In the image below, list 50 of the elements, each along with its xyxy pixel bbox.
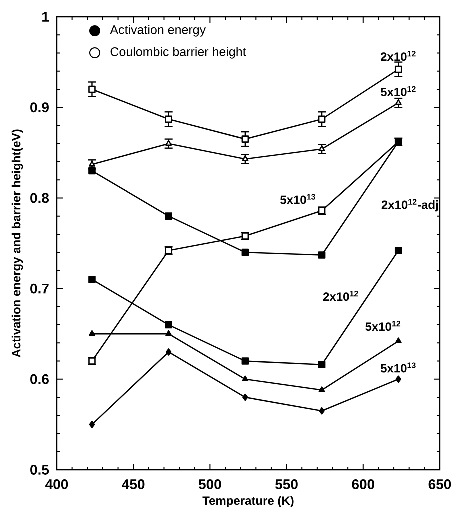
annotation: Activation energy	[110, 25, 206, 37]
y-axis-title: Activation energy and barrier height(eV)	[12, 130, 24, 358]
point	[395, 338, 402, 344]
point	[242, 376, 249, 382]
point	[318, 252, 326, 259]
point	[88, 330, 96, 336]
point	[318, 116, 326, 124]
x-tick-label: 500	[198, 480, 222, 490]
point	[394, 247, 402, 254]
point	[165, 116, 172, 124]
point	[319, 407, 325, 415]
point	[88, 86, 96, 94]
point	[242, 248, 250, 256]
x-axis-title: Temperature (K)	[202, 496, 294, 508]
series-label: 5x10$^{12}$	[366, 321, 401, 332]
legend-label: 5x10$^{13}$	[380, 362, 416, 373]
point	[318, 146, 326, 152]
y-tick-label: 0.8	[30, 193, 50, 204]
x-tick-label: 600	[352, 480, 374, 490]
point	[166, 348, 172, 356]
point	[242, 358, 250, 365]
y-tick-label: 0.6	[30, 374, 49, 384]
point	[165, 212, 172, 220]
point	[165, 321, 172, 329]
y-tick-label: 0.7	[30, 284, 49, 294]
point	[242, 394, 248, 402]
x-tick-label: 650	[428, 480, 452, 490]
point	[166, 140, 172, 146]
y-tick-label: 0.5	[30, 465, 50, 475]
x-tick-label: 400	[46, 480, 68, 490]
y-tick-label: 1	[42, 12, 50, 22]
legend-label: 5x10$^{12}$	[380, 86, 416, 96]
point	[242, 156, 249, 162]
series-label: 5x10$^{13}$	[280, 194, 316, 204]
point	[394, 66, 402, 74]
point	[242, 136, 250, 143]
point	[166, 330, 172, 336]
annotation: Coulombic barrier height	[110, 47, 246, 59]
series-label: 2x10$^{12}$	[323, 291, 358, 302]
legend-label: 2x10$^{12}$	[381, 51, 416, 62]
point	[89, 421, 96, 428]
point	[318, 361, 326, 369]
y-tick-label: 0.9	[30, 102, 49, 113]
legend-label: 2x10$^{12}$-adj	[382, 199, 438, 212]
point	[396, 376, 402, 384]
x-tick-label: 450	[122, 480, 145, 490]
point	[318, 386, 326, 392]
point	[88, 276, 96, 284]
x-tick-label: 550	[276, 480, 298, 490]
point	[88, 167, 96, 175]
